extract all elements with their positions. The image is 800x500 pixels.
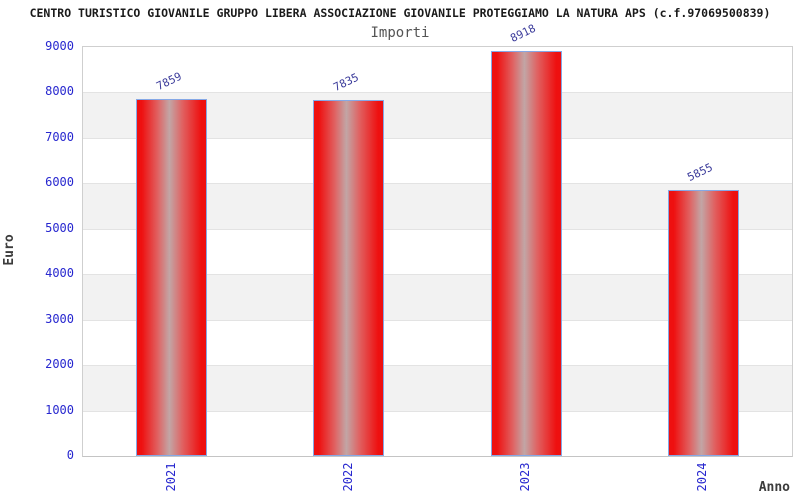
gridline: [83, 274, 792, 276]
y-tick-label: 4000: [45, 266, 74, 281]
plot-area: 7859 7835 8918 5855: [82, 21, 793, 457]
gridline: [83, 410, 792, 412]
x-tick-label: 2023: [518, 462, 533, 492]
gridline: [83, 92, 792, 94]
y-tick-label: 9000: [45, 39, 74, 53]
y-tick-label: 1000: [45, 402, 74, 417]
y-tick-label: 0: [66, 448, 74, 462]
y-tick-label: 2000: [45, 357, 74, 372]
y-tick-label: 7000: [45, 129, 74, 144]
gridline: [83, 183, 792, 185]
bar-2024: [667, 189, 739, 456]
x-tick-label: 2022: [340, 462, 355, 492]
gridline: [83, 137, 792, 139]
y-tick-label: 3000: [45, 311, 74, 326]
gridline: [83, 319, 792, 321]
bar-2022: [313, 99, 385, 456]
x-tick-label: 2021: [163, 462, 178, 492]
gridline: [83, 228, 792, 230]
bar-2023: [490, 50, 562, 456]
chart-title: CENTRO TURISTICO GIOVANILE GRUPPO LIBERA…: [29, 6, 771, 20]
y-tick-label: 8000: [45, 84, 74, 99]
x-tick-label: 2024: [695, 462, 710, 492]
y-tick-label: 6000: [45, 175, 74, 190]
x-axis-title: Anno: [758, 480, 790, 495]
chart-subtitle: Importi: [370, 25, 430, 41]
bar-2021: [136, 98, 208, 456]
y-tick-label: 5000: [45, 220, 74, 235]
y-axis-title: Euro: [2, 234, 17, 266]
gridline: [83, 365, 792, 367]
background-band: [83, 47, 792, 93]
